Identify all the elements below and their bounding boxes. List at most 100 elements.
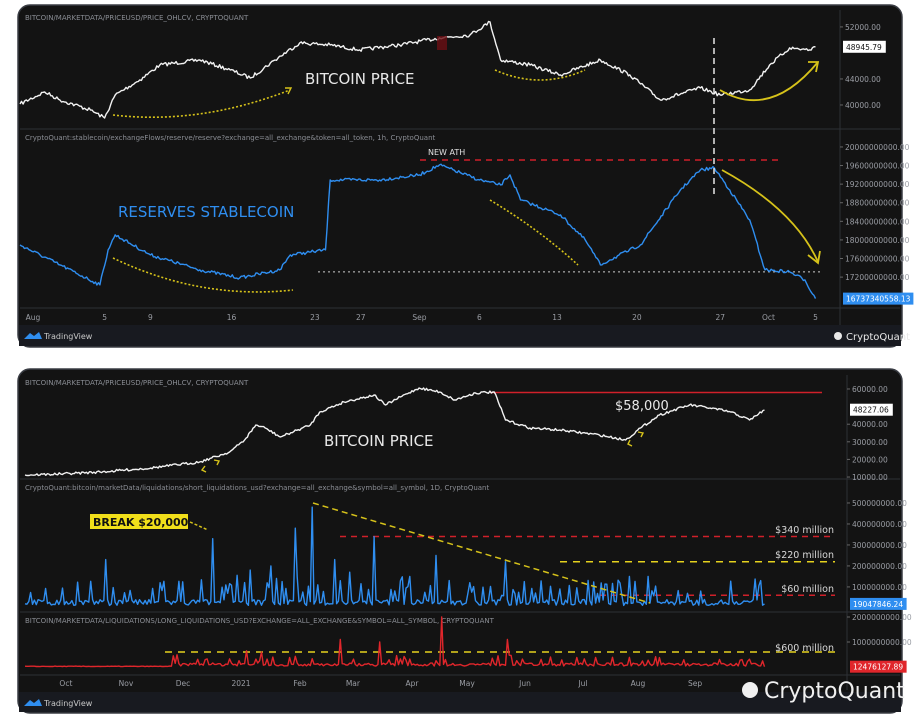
long-liq-source: BITCOIN/MARKETDATA/LIQUIDATIONS/LONG_LIQ… xyxy=(25,617,495,625)
x-tick-label: Nov xyxy=(119,679,134,688)
reserve-annotation: RESERVES STABLECOIN xyxy=(118,203,294,221)
top-panel: BITCOIN/MARKETDATA/PRICEUSD/PRICE_OHLCV,… xyxy=(17,4,914,348)
yellow-arrow-marks xyxy=(627,431,645,447)
tradingview-icon xyxy=(24,332,42,339)
last-value-badge xyxy=(850,597,907,610)
new-ath-annotation: NEW ATH xyxy=(428,148,465,157)
y-tick-label: 52000.00 xyxy=(845,23,881,32)
y-tick-label: 17600000000.00 xyxy=(845,255,910,264)
last-value-label: 16737340558.13 xyxy=(846,295,911,304)
x-tick-label: 23 xyxy=(310,313,320,322)
x-tick-label: Dec xyxy=(176,679,191,688)
last-value-label: 48227.06 xyxy=(853,406,889,415)
x-tick-label: Oct xyxy=(59,679,72,688)
x-tick-label: 16 xyxy=(227,313,237,322)
level-340-label: $340 million xyxy=(775,525,834,536)
y-tick-label: 20000000000.00 xyxy=(845,143,910,152)
top-reserve-line xyxy=(19,163,817,299)
last-value-label: 12476127.89 xyxy=(853,663,903,672)
cryptoquant-icon xyxy=(742,682,758,698)
cryptoquant-icon xyxy=(834,332,842,340)
top-price-annotation: BITCOIN PRICE xyxy=(305,70,415,88)
last-value-badge xyxy=(850,403,893,416)
yellow-arrow-marks xyxy=(200,459,221,473)
y-tick-label: 17200000000.00 xyxy=(845,273,910,282)
arrow-head-icon xyxy=(807,250,821,265)
last-value-badge xyxy=(843,292,914,305)
yellow-dotted-arrow xyxy=(494,69,586,81)
x-tick-label: Jun xyxy=(518,679,531,688)
long-liquidations-series: 1000000000.00 2000000000.00 12476127.89 Oct… xyxy=(24,613,912,688)
bottom-panel-background xyxy=(17,368,903,714)
yellow-dotted-arrow xyxy=(112,89,291,119)
top-footer-bar xyxy=(19,325,901,346)
x-tick-label: Aug xyxy=(26,313,41,322)
cryptoquant-label: CryptoQuant xyxy=(764,679,905,704)
x-tick-label: 9 xyxy=(148,313,153,322)
y-tick-label: 40000.00 xyxy=(845,101,881,110)
y-tick-label: 30000.00 xyxy=(852,438,888,447)
y-tick-label: 100000000.00 xyxy=(852,583,907,592)
tradingview-logo[interactable]: TradingView xyxy=(24,332,93,341)
arrow-head-icon xyxy=(808,61,820,73)
level-220-label: $220 million xyxy=(775,550,834,561)
short-liquidations-series: 100000000.00 200000000.00 300000000.00 4000… xyxy=(24,499,907,610)
top-panel-background xyxy=(17,4,903,348)
x-tick-label: May xyxy=(459,679,475,688)
break-20000-badge xyxy=(90,514,188,529)
bottom-long-liq-line xyxy=(24,616,766,668)
tradingview-logo[interactable]: TradingView xyxy=(24,699,93,708)
y-tick-label: 1000000000.00 xyxy=(852,638,912,647)
yellow-dotted-arrow xyxy=(112,257,294,293)
y-tick-label: 44000.00 xyxy=(845,75,881,84)
y-tick-label: 10000.00 xyxy=(852,473,888,482)
x-tick-label: Aug xyxy=(631,679,646,688)
x-tick-label: 20 xyxy=(632,313,642,322)
x-tick-label: Mar xyxy=(346,679,361,688)
y-tick-label: 400000000.00 xyxy=(852,520,907,529)
break-pointer xyxy=(189,521,209,531)
price-58000-annotation: $58,000 xyxy=(615,399,669,414)
last-value-label: 48945.79 xyxy=(846,43,882,52)
bottom-footer-bar xyxy=(19,692,901,712)
y-tick-label: 200000000.00 xyxy=(852,562,907,571)
y-tick-label: 19600000000.00 xyxy=(845,162,910,171)
y-tick-label: 19200000000.00 xyxy=(845,180,910,189)
y-tick-label: 18800000000.00 xyxy=(845,199,910,208)
declining-trendline xyxy=(312,502,651,604)
last-value-badge xyxy=(843,40,886,53)
break-20000-label: BREAK $20,000 xyxy=(93,516,189,529)
y-tick-label: 2000000000.00 xyxy=(852,613,912,622)
y-tick-label: 300000000.00 xyxy=(852,541,907,550)
bottom-short-liq-line xyxy=(24,506,765,607)
x-tick-label: 27 xyxy=(716,313,726,322)
x-tick-label: Apr xyxy=(406,679,420,688)
top-price-series: 40000.00 44000.00 52000.00 48945.79 xyxy=(19,20,886,119)
cryptoquant-logo: CryptoQuant xyxy=(834,332,910,343)
tradingview-icon xyxy=(24,699,42,706)
x-tick-label: Jul xyxy=(577,679,587,688)
top-price-source: BITCOIN/MARKETDATA/PRICEUSD/PRICE_OHLCV,… xyxy=(25,14,249,22)
top-reserve-series: 17200000000.00 17600000000.00 18000000000.… xyxy=(19,143,914,322)
x-tick-label: 6 xyxy=(477,313,482,322)
x-tick-label: 27 xyxy=(356,313,366,322)
bottom-price-series: 10000.00 20000.00 30000.00 40000.00 60000.00… xyxy=(24,385,893,482)
y-tick-label: 40000.00 xyxy=(852,420,888,429)
y-tick-label: 20000.00 xyxy=(852,455,888,464)
short-liq-source: CryptoQuant:bitcoin/marketData/liquidati… xyxy=(25,484,489,492)
top-reserve-source: CryptoQuant:stablecoin/exchangeFlows/res… xyxy=(25,134,436,142)
bottom-price-line xyxy=(24,387,765,477)
y-tick-label: 500000000.00 xyxy=(852,499,907,508)
x-tick-label: 13 xyxy=(552,313,562,322)
level-60-label: $60 million xyxy=(781,584,834,595)
yellow-arrow xyxy=(719,61,819,102)
cryptoquant-label: CryptoQuant xyxy=(846,332,910,343)
yellow-dotted-arrow xyxy=(489,199,579,266)
tradingview-label: TradingView xyxy=(43,332,93,341)
tradingview-label: TradingView xyxy=(43,699,93,708)
x-tick-label: 2021 xyxy=(231,679,250,688)
x-tick-label: Sep xyxy=(688,679,702,688)
x-tick-label: Sep xyxy=(412,313,426,322)
cryptoquant-logo: CryptoQuant xyxy=(742,679,905,704)
